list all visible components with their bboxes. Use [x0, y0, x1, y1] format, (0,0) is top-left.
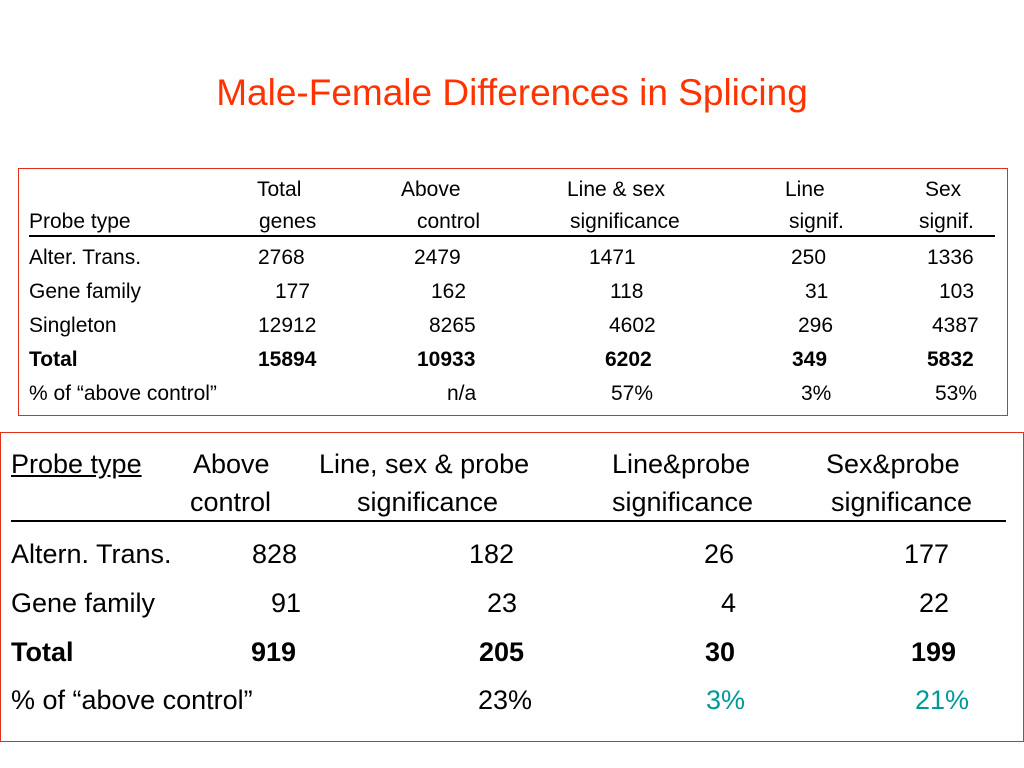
header-sex-probe: Sex&probe: [826, 449, 960, 479]
cell: n/a: [447, 382, 477, 405]
cell: 8265: [429, 314, 476, 337]
cell: 4387: [932, 314, 979, 337]
cell: 15894: [258, 348, 317, 371]
cell: 53%: [935, 382, 978, 405]
cell: 199: [911, 637, 957, 667]
cell: 162: [431, 280, 467, 303]
header-probe-type: Probe type: [29, 210, 131, 233]
cell-highlight: 3%: [706, 685, 746, 715]
row-label-altern-trans: Altern. Trans.: [11, 539, 172, 569]
header-probe-type: Probe type: [11, 449, 142, 479]
slide-title: Male-Female Differences in Splicing: [216, 72, 808, 113]
cell: 3%: [801, 382, 832, 405]
header-line-sex: Line & sex: [567, 178, 666, 201]
cell: 23: [487, 588, 518, 618]
header-control: control: [190, 487, 272, 517]
row-label-gene-family: Gene family: [11, 588, 156, 618]
cell: 103: [939, 280, 975, 303]
row-label-total: Total: [29, 348, 78, 371]
header-significance: significance: [570, 210, 680, 233]
row-label-percent: % of “above control”: [29, 382, 217, 405]
cell: 296: [798, 314, 834, 337]
cell: 22: [919, 588, 950, 618]
header-line-signif: signif.: [789, 210, 844, 233]
cell: 57%: [611, 382, 654, 405]
header-significance: significance: [357, 487, 499, 517]
cell: 349: [792, 348, 828, 371]
row-label-percent: % of “above control”: [11, 685, 253, 715]
row-label-total: Total: [11, 637, 74, 667]
cell: 10933: [417, 348, 476, 371]
probe-type-table-bottom: Probe type Above Line, sex & probe Line&…: [0, 432, 1024, 742]
probe-type-table-top: Total Above Line & sex Line Sex Probe ty…: [18, 168, 1008, 416]
cell: 2768: [258, 246, 305, 269]
row-label-gene-family: Gene family: [29, 280, 142, 303]
cell: 182: [469, 539, 515, 569]
header-underline: [11, 520, 1006, 522]
row-label-singleton: Singleton: [29, 314, 117, 337]
cell: 4602: [609, 314, 656, 337]
header-sex-signif: signif.: [919, 210, 974, 233]
cell: 23%: [478, 685, 533, 715]
row-label-alter-trans: Alter. Trans.: [29, 246, 142, 269]
cell: 205: [479, 637, 525, 667]
header-line: Line: [785, 178, 825, 201]
header-above: Above: [401, 178, 461, 201]
cell: 6202: [605, 348, 652, 371]
header-underline: [29, 235, 995, 237]
header-significance: significance: [612, 487, 754, 517]
cell: 250: [791, 246, 827, 269]
cell: 828: [252, 539, 298, 569]
cell: 919: [251, 637, 297, 667]
cell-highlight: 21%: [915, 685, 970, 715]
cell: 1471: [589, 246, 636, 269]
cell: 30: [705, 637, 736, 667]
cell: 12912: [258, 314, 317, 337]
cell: 91: [271, 588, 302, 618]
cell: 26: [704, 539, 735, 569]
header-line-probe: Line&probe: [612, 449, 751, 479]
header-sex: Sex: [925, 178, 962, 201]
cell: 118: [610, 280, 644, 303]
header-total: Total: [257, 178, 302, 201]
header-genes: genes: [259, 210, 317, 233]
cell: 4: [721, 588, 737, 618]
cell: 31: [805, 280, 829, 303]
cell: 177: [275, 280, 311, 303]
header-line-sex-probe: Line, sex & probe: [319, 449, 530, 479]
header-control: control: [417, 210, 481, 233]
cell: 2479: [414, 246, 461, 269]
header-significance: significance: [831, 487, 973, 517]
cell: 5832: [927, 348, 974, 371]
header-above: Above: [193, 449, 270, 479]
cell: 1336: [927, 246, 974, 269]
cell: 177: [904, 539, 950, 569]
